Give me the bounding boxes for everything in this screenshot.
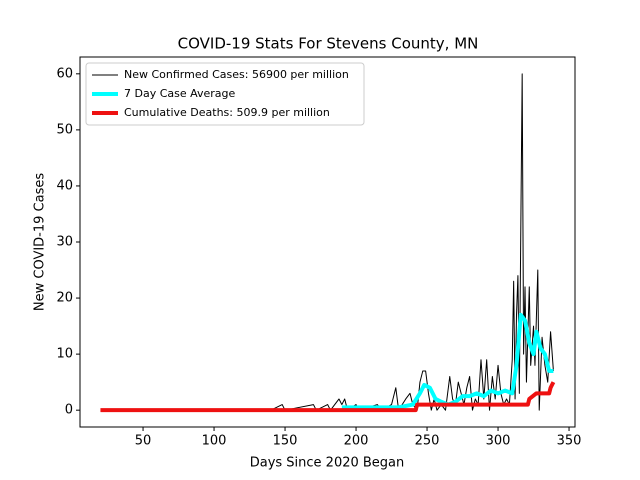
plot-frame [79, 56, 576, 428]
y-tick-label: 60 [56, 66, 73, 81]
x-axis-label: Days Since 2020 Began [250, 456, 405, 471]
series-line [341, 312, 554, 410]
x-tick-label: 50 [135, 434, 152, 449]
x-tick-label: 100 [202, 434, 227, 449]
legend-label: 7 Day Case Average [124, 87, 236, 100]
x-tick-label: 250 [415, 434, 440, 449]
y-tick-label: 50 [56, 122, 73, 137]
y-axis-label: New COVID-19 Cases [33, 173, 48, 311]
x-tick-label: 300 [486, 434, 511, 449]
x-tick-label: 350 [557, 434, 582, 449]
y-tick-label: 30 [56, 235, 73, 250]
y-tick-label: 40 [56, 178, 73, 193]
y-tick-label: 10 [56, 347, 73, 362]
y-tick-label: 20 [56, 291, 73, 306]
chart-title: COVID-19 Stats For Stevens County, MN [178, 35, 479, 53]
y-tick-label: 0 [65, 403, 73, 418]
legend-label: Cumulative Deaths: 509.9 per million [124, 106, 330, 119]
x-tick-label: 150 [273, 434, 298, 449]
legend-label: New Confirmed Cases: 56900 per million [124, 68, 349, 81]
x-tick-label: 200 [344, 434, 369, 449]
series-line [100, 381, 556, 413]
legend-box [85, 62, 365, 126]
legend: New Confirmed Cases: 56900 per million 7 … [85, 62, 365, 126]
